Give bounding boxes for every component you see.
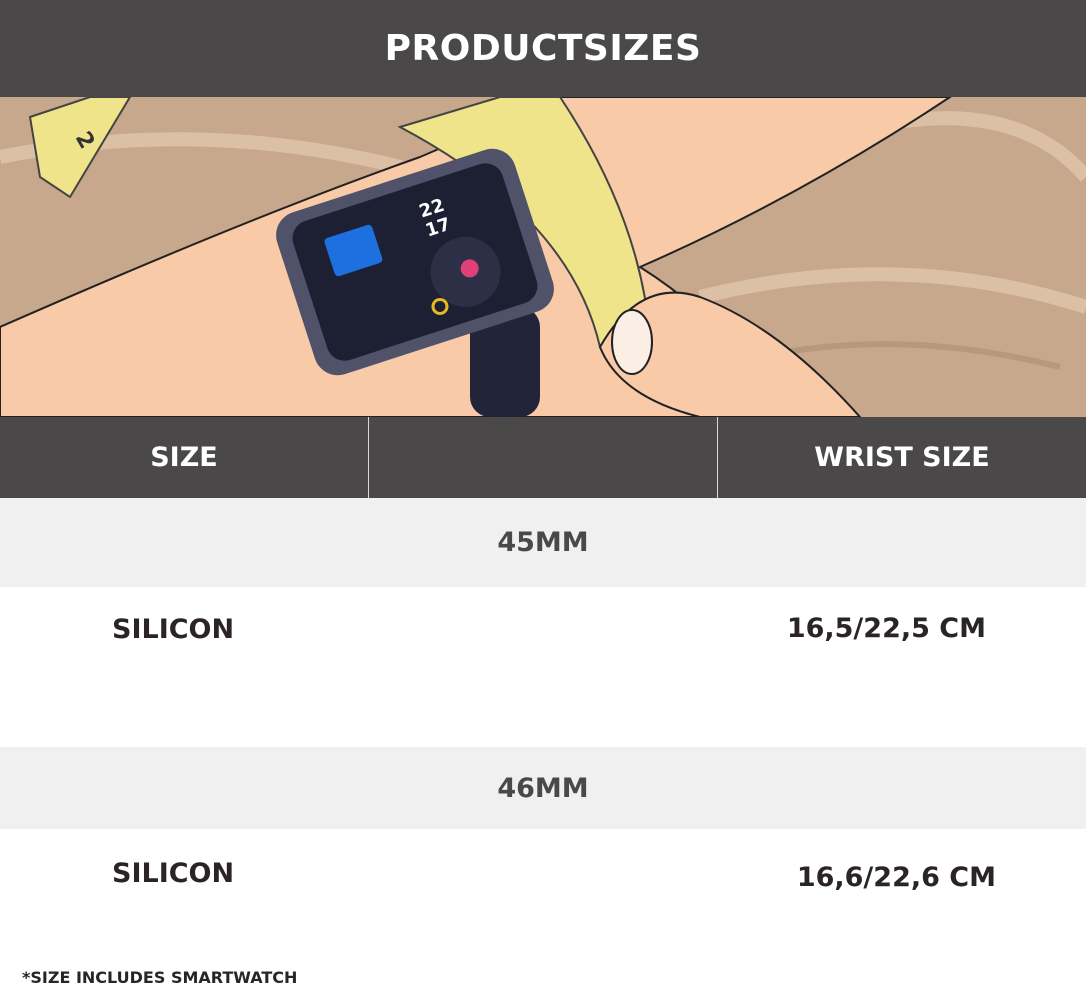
- material-cell: SILICON: [112, 858, 235, 889]
- header-wrist-size: WRIST SIZE: [814, 442, 990, 473]
- table-header: SIZE WRIST SIZE: [0, 417, 1086, 498]
- header-divider: [717, 417, 718, 498]
- wrist-size-cell: 16,6/22,6 CM: [796, 862, 996, 893]
- wrist-size-cell: 16,5/22,5 CM: [786, 613, 986, 644]
- header-size: SIZE: [150, 442, 218, 473]
- header-divider: [368, 417, 369, 498]
- footnote: *SIZE INCLUDES SMARTWATCH: [22, 968, 298, 987]
- wrist-measuring-illustration: 2 22 17: [0, 97, 1086, 417]
- header-empty: [369, 417, 717, 498]
- group-row-46mm: 46MM: [0, 747, 1086, 829]
- material-cell: SILICON: [112, 614, 235, 645]
- group-row-45mm: 45MM: [0, 498, 1086, 587]
- page-title: PRODUCTSIZES: [0, 0, 1086, 97]
